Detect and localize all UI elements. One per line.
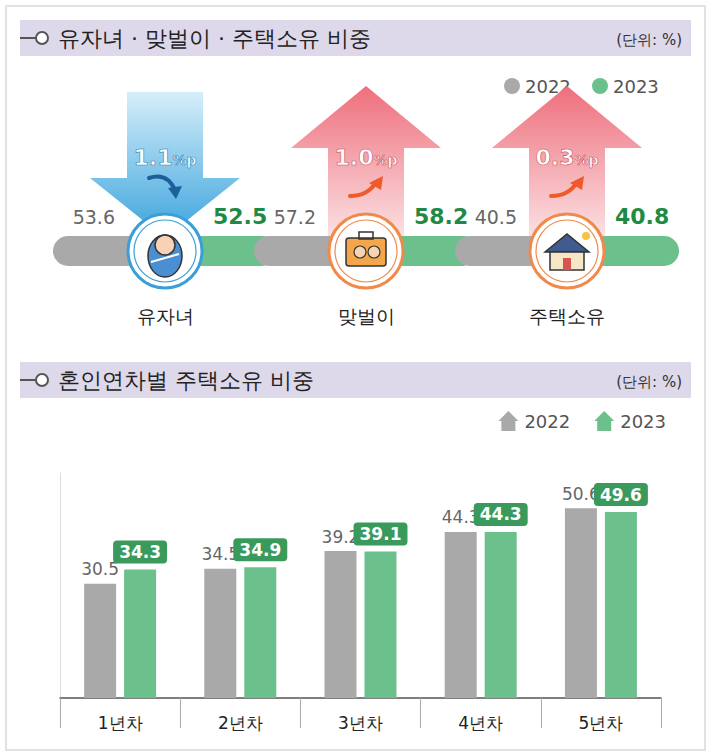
svg-text:5년차: 5년차 xyxy=(578,713,623,733)
svg-text:1년차: 1년차 xyxy=(98,713,143,733)
svg-text:49.6: 49.6 xyxy=(600,485,642,505)
svg-text:53.6: 53.6 xyxy=(73,206,115,228)
svg-text:44.3: 44.3 xyxy=(480,504,522,524)
svg-text:40.5: 40.5 xyxy=(475,206,517,228)
svg-text:2023: 2023 xyxy=(620,411,666,432)
svg-text:50.6: 50.6 xyxy=(562,483,600,504)
svg-text:44.3: 44.3 xyxy=(441,507,480,528)
svg-text:39.2: 39.2 xyxy=(321,526,360,547)
svg-text:34.3: 34.3 xyxy=(119,542,161,562)
svg-text:혼인연차별 주택소유 비중: 혼인연차별 주택소유 비중 xyxy=(58,368,314,393)
svg-text:30.5: 30.5 xyxy=(81,559,119,579)
svg-text:1.1%p: 1.1%p xyxy=(133,145,196,170)
svg-text:2년차: 2년차 xyxy=(218,713,263,733)
svg-text:3년차: 3년차 xyxy=(338,713,383,733)
svg-text:주택소유: 주택소유 xyxy=(529,305,605,327)
svg-text:34.9: 34.9 xyxy=(239,540,281,560)
svg-text:1.0%p: 1.0%p xyxy=(334,145,397,170)
svg-text:(단위: %): (단위: %) xyxy=(616,31,682,49)
svg-text:(단위: %): (단위: %) xyxy=(616,373,682,391)
svg-text:39.1: 39.1 xyxy=(360,524,402,544)
svg-text:2022: 2022 xyxy=(524,411,570,432)
svg-text:2022: 2022 xyxy=(525,76,571,97)
svg-text:57.2: 57.2 xyxy=(274,206,316,228)
svg-text:2023: 2023 xyxy=(613,76,659,97)
svg-text:유자녀 · 맞벌이 · 주택소유 비중: 유자녀 · 맞벌이 · 주택소유 비중 xyxy=(58,26,371,51)
svg-text:맞벌이: 맞벌이 xyxy=(338,305,395,327)
svg-text:34.5: 34.5 xyxy=(201,544,240,565)
svg-text:0.3%p: 0.3%p xyxy=(535,145,598,170)
svg-text:유자녀: 유자녀 xyxy=(137,305,194,327)
svg-text:52.5: 52.5 xyxy=(213,204,267,229)
svg-text:58.2: 58.2 xyxy=(414,204,468,229)
svg-text:40.8: 40.8 xyxy=(615,204,669,229)
svg-text:4년차: 4년차 xyxy=(458,713,503,733)
